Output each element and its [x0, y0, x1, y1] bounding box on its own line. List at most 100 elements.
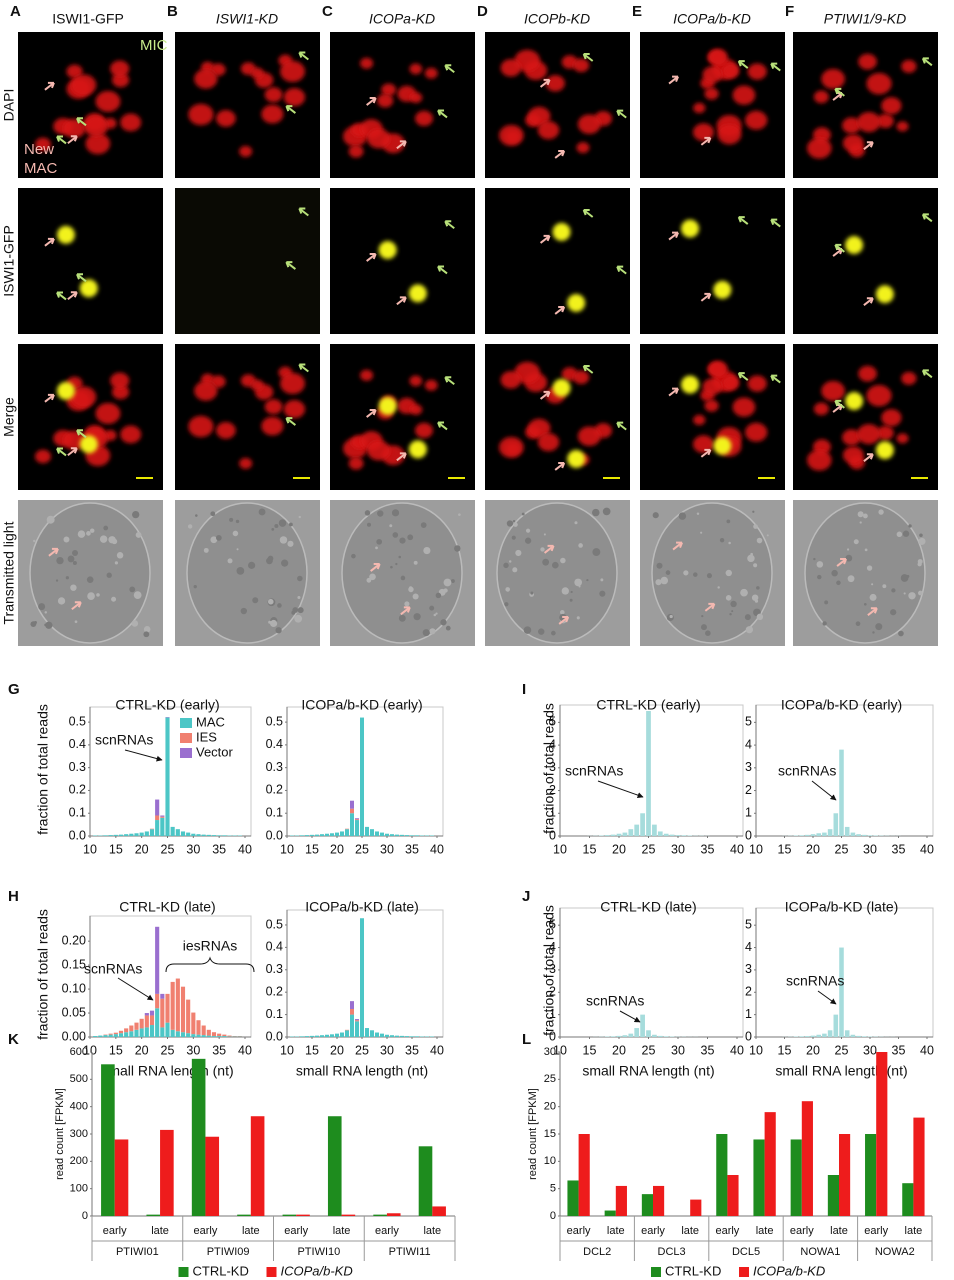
bar [839, 749, 844, 836]
texture [203, 547, 209, 553]
bar-segment [400, 1035, 404, 1037]
bar [622, 832, 628, 836]
bar [810, 834, 816, 836]
nucleus-blob [377, 93, 394, 108]
texture [57, 597, 66, 605]
x-tick-label: 10 [83, 1043, 97, 1057]
pointer-head [56, 291, 64, 298]
x-tick-label: 10 [280, 1043, 294, 1057]
nucleus-blob [573, 58, 590, 73]
bar [640, 1014, 645, 1037]
bar [101, 1064, 115, 1216]
x-tick-label: 30 [863, 842, 877, 856]
nucleus-blob [573, 370, 590, 385]
texture [744, 614, 751, 621]
bar-segment [93, 1036, 98, 1037]
nucleus-blob [858, 53, 877, 70]
bar-segment [310, 1035, 314, 1037]
bar-segment [144, 1013, 149, 1016]
nucleus-blob [842, 429, 861, 446]
bar-segment [355, 1020, 359, 1022]
nucleus-blob [877, 425, 894, 441]
nucleus-blob [409, 92, 423, 103]
annotation-arrow [597, 780, 644, 799]
chart-title: ICOPa/b-KD (late) [305, 899, 419, 915]
y-tick-label: 20 [544, 1101, 556, 1113]
texture [918, 537, 926, 545]
bar-segment [149, 829, 155, 836]
texture [429, 605, 435, 611]
bar-segment [325, 833, 329, 836]
bar [296, 1214, 310, 1216]
texture [422, 629, 430, 637]
gfp-blob [681, 219, 700, 238]
bar [418, 1146, 433, 1216]
y-tick-label: 0.3 [266, 760, 283, 774]
pointer-head [285, 105, 293, 112]
bar-segment [345, 1030, 349, 1037]
bar-segment [160, 816, 165, 818]
bar-segment [211, 1036, 217, 1037]
texture [100, 535, 108, 543]
texture [297, 595, 301, 600]
legend-swatch [178, 1267, 189, 1277]
nucleus-blob [110, 60, 130, 77]
texture [435, 612, 438, 615]
bar-segment [113, 834, 118, 836]
y-tick-label: 0.3 [266, 962, 283, 976]
image-tile [330, 188, 475, 334]
texture [552, 561, 559, 569]
bar [876, 1052, 888, 1216]
y-tick-label: 0.4 [266, 940, 283, 954]
gfp-blob [552, 378, 571, 397]
texture [766, 534, 769, 537]
bar-segment [170, 981, 175, 1030]
x-tick-label: early [284, 1225, 308, 1237]
bar-segment [385, 833, 389, 836]
gfp-blob [713, 436, 732, 455]
texture [288, 522, 293, 527]
nucleus-blob [745, 422, 768, 442]
texture [129, 586, 136, 593]
texture [503, 562, 509, 569]
pointer-head [582, 53, 590, 60]
texture [377, 510, 384, 517]
bar [663, 1036, 669, 1037]
texture [551, 630, 556, 636]
texture [413, 613, 421, 621]
texture [32, 539, 36, 543]
x-tick-label: 25 [642, 1043, 656, 1057]
texture [740, 588, 748, 597]
bar-segment [108, 1034, 113, 1037]
bar [341, 1214, 356, 1216]
texture [409, 586, 413, 590]
bar [634, 1028, 640, 1037]
y-tick-label: 400 [70, 1101, 88, 1113]
bar-segment [350, 1008, 354, 1015]
annotation-arrow [117, 977, 154, 1001]
nucleus-blob [500, 371, 522, 389]
bar-segment [124, 834, 129, 836]
texture [215, 535, 222, 541]
pointer-head [704, 292, 712, 300]
x-tick-label: 20 [612, 1043, 626, 1057]
texture [367, 522, 372, 527]
texture [751, 594, 759, 601]
bar [816, 1034, 821, 1037]
bar-segment [103, 835, 108, 836]
texture [817, 574, 822, 580]
texture [106, 572, 112, 578]
bar [604, 835, 610, 836]
bar-segment [360, 918, 364, 1037]
texture [508, 560, 512, 563]
nucleus-blob [702, 378, 722, 395]
nucleus-blob [34, 449, 52, 464]
texture [866, 565, 873, 571]
legend-swatch [180, 748, 192, 758]
x-tick-label: 40 [920, 842, 934, 856]
x-tick-label: 40 [920, 1043, 934, 1057]
texture [248, 561, 256, 569]
y-tick-label: 2 [549, 783, 556, 797]
bar-segment [335, 832, 339, 836]
bar-segment [103, 1035, 108, 1037]
